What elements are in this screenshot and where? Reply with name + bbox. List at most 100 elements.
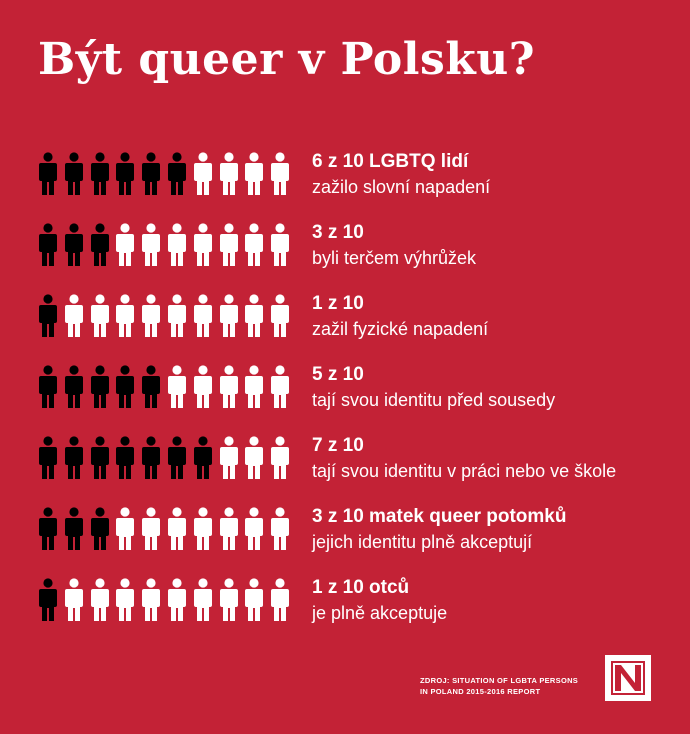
person-icon (90, 294, 110, 338)
person-icon (115, 294, 135, 338)
person-icon (167, 223, 187, 267)
person-icon (64, 436, 84, 480)
person-icon (90, 223, 110, 267)
person-icon (64, 152, 84, 196)
person-icon (90, 507, 110, 551)
person-icon (193, 223, 213, 267)
stat-value: 3 z 10 matek queer potomků (312, 506, 567, 527)
person-icon (193, 152, 213, 196)
stat-text: 6 z 10 LGBTQ lidí zažilo slovní napadení (312, 150, 672, 200)
stat-text: 1 z 10 otců je plně akceptuje (312, 576, 672, 626)
stat-description: byli terčem výhrůžek (312, 248, 477, 268)
person-icon-group (38, 152, 298, 196)
person-icon (167, 152, 187, 196)
stat-row: 3 z 10 matek queer potomků jejich identi… (38, 505, 658, 565)
person-icon (193, 507, 213, 551)
person-icon (270, 436, 290, 480)
stat-description: zažil fyzické napadení (312, 319, 489, 339)
person-icon (38, 507, 58, 551)
person-icon (90, 436, 110, 480)
person-icon (141, 223, 161, 267)
person-icon (115, 507, 135, 551)
person-icon-group (38, 436, 298, 480)
person-icon (38, 152, 58, 196)
person-icon (219, 507, 239, 551)
stat-row: 7 z 10 tají svou identitu v práci nebo v… (38, 434, 658, 494)
person-icon (64, 223, 84, 267)
person-icon (244, 578, 264, 622)
person-icon-group (38, 507, 298, 551)
person-icon (90, 152, 110, 196)
person-icon (90, 365, 110, 409)
person-icon-group (38, 223, 298, 267)
person-icon (141, 365, 161, 409)
person-icon (167, 294, 187, 338)
stat-row: 1 z 10 otců je plně akceptuje (38, 576, 658, 636)
person-icon-group (38, 294, 298, 338)
stat-text: 7 z 10 tají svou identitu v práci nebo v… (312, 434, 672, 484)
stat-value: 6 z 10 LGBTQ lidí (312, 151, 469, 172)
person-icon-group (38, 578, 298, 622)
person-icon (167, 365, 187, 409)
person-icon (219, 436, 239, 480)
person-icon (219, 365, 239, 409)
source-line: ZDROJ: SITUATION OF LGBTA PERSONS (420, 676, 579, 685)
person-icon (141, 436, 161, 480)
person-icon (193, 578, 213, 622)
person-icon (270, 223, 290, 267)
stat-text: 3 z 10 matek queer potomků jejich identi… (312, 505, 672, 555)
person-icon (244, 223, 264, 267)
person-icon (38, 436, 58, 480)
stat-text: 1 z 10 zažil fyzické napadení (312, 292, 672, 342)
source-line: IN POLAND 2015-2016 REPORT (420, 687, 541, 696)
stat-value: 7 z 10 (312, 435, 364, 456)
person-icon (141, 152, 161, 196)
person-icon (115, 578, 135, 622)
person-icon (270, 365, 290, 409)
n-logo-icon (605, 655, 651, 701)
person-icon (141, 294, 161, 338)
person-icon (38, 578, 58, 622)
person-icon-group (38, 365, 298, 409)
person-icon (115, 223, 135, 267)
stat-description: je plně akceptuje (312, 603, 448, 623)
person-icon (167, 507, 187, 551)
source-note: ZDROJ: SITUATION OF LGBTA PERSONS IN POL… (420, 675, 600, 697)
person-icon (38, 223, 58, 267)
person-icon (115, 152, 135, 196)
person-icon (64, 294, 84, 338)
stat-value: 1 z 10 (312, 293, 364, 314)
person-icon (64, 578, 84, 622)
person-icon (38, 294, 58, 338)
person-icon (244, 365, 264, 409)
person-icon (244, 436, 264, 480)
person-icon (141, 578, 161, 622)
person-icon (244, 152, 264, 196)
stat-row: 1 z 10 zažil fyzické napadení (38, 292, 658, 352)
person-icon (38, 365, 58, 409)
person-icon (244, 294, 264, 338)
person-icon (193, 365, 213, 409)
person-icon (64, 365, 84, 409)
person-icon (219, 294, 239, 338)
page-title: Být queer v Polsku? (38, 34, 536, 85)
person-icon (193, 294, 213, 338)
person-icon (219, 152, 239, 196)
person-icon (193, 436, 213, 480)
stat-row: 6 z 10 LGBTQ lidí zažilo slovní napadení (38, 150, 658, 210)
person-icon (244, 507, 264, 551)
person-icon (219, 223, 239, 267)
stat-text: 3 z 10 byli terčem výhrůžek (312, 221, 672, 271)
person-icon (270, 294, 290, 338)
stat-description: jejich identitu plně akceptují (312, 532, 533, 552)
person-icon (219, 578, 239, 622)
stat-value: 5 z 10 (312, 364, 364, 385)
stat-value: 3 z 10 (312, 222, 364, 243)
person-icon (64, 507, 84, 551)
person-icon (270, 507, 290, 551)
stat-description: tají svou identitu před sousedy (312, 390, 556, 410)
person-icon (167, 578, 187, 622)
stat-row: 5 z 10 tají svou identitu před sousedy (38, 363, 658, 423)
person-icon (115, 436, 135, 480)
stat-text: 5 z 10 tají svou identitu před sousedy (312, 363, 672, 413)
